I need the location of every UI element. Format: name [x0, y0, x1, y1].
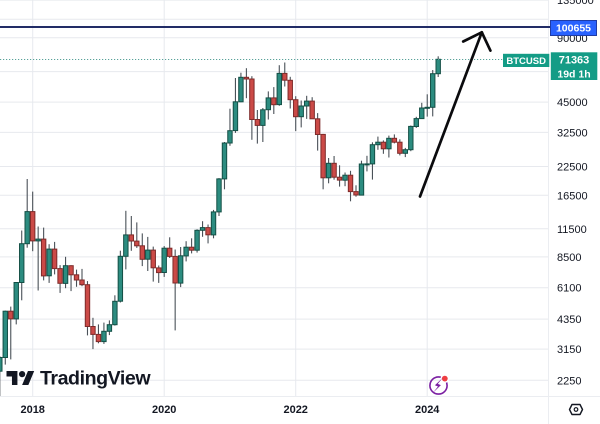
svg-text:16500: 16500	[557, 190, 588, 202]
svg-text:3150: 3150	[557, 344, 581, 356]
svg-text:32500: 32500	[557, 127, 588, 139]
svg-text:2022: 2022	[283, 404, 307, 416]
svg-text:135000: 135000	[557, 0, 594, 7]
svg-text:11500: 11500	[557, 224, 587, 236]
svg-text:2020: 2020	[152, 404, 176, 416]
svg-text:100655: 100655	[556, 22, 591, 34]
svg-text:22500: 22500	[557, 162, 588, 174]
svg-text:8500: 8500	[557, 252, 581, 264]
svg-text:71363: 71363	[559, 54, 590, 66]
svg-text:19d 1h: 19d 1h	[557, 68, 590, 80]
svg-text:6100: 6100	[557, 283, 581, 295]
svg-text:TradingView: TradingView	[40, 368, 151, 390]
svg-text:4350: 4350	[557, 314, 581, 326]
svg-text:BTCUSD: BTCUSD	[506, 56, 546, 67]
svg-text:2250: 2250	[557, 375, 581, 387]
svg-text:2024: 2024	[415, 404, 440, 416]
svg-text:2018: 2018	[20, 404, 44, 416]
svg-text:45000: 45000	[557, 97, 588, 109]
